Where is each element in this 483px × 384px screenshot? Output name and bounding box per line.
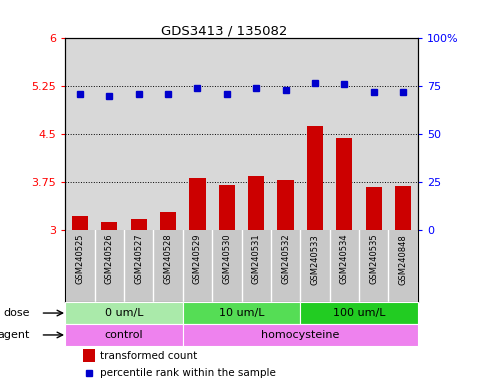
Text: dose: dose <box>3 308 30 318</box>
Bar <box>307 126 323 230</box>
Text: 0 um/L: 0 um/L <box>105 308 143 318</box>
Bar <box>101 222 117 230</box>
Bar <box>72 216 88 230</box>
Bar <box>65 302 183 324</box>
Text: GSM240526: GSM240526 <box>105 234 114 285</box>
Text: GSM240527: GSM240527 <box>134 234 143 285</box>
Text: 10 um/L: 10 um/L <box>219 308 264 318</box>
Bar <box>366 187 382 230</box>
Text: GSM240525: GSM240525 <box>75 234 85 284</box>
Bar <box>83 349 95 362</box>
Bar <box>278 180 294 230</box>
Text: GSM240531: GSM240531 <box>252 234 261 285</box>
Bar <box>395 186 411 230</box>
Text: control: control <box>105 330 143 340</box>
Text: GSM240848: GSM240848 <box>398 234 408 285</box>
Text: transformed count: transformed count <box>100 351 198 361</box>
Bar <box>219 185 235 230</box>
Bar <box>248 176 264 230</box>
Text: GSM240533: GSM240533 <box>311 234 319 285</box>
Bar <box>160 212 176 230</box>
Bar <box>183 324 418 346</box>
Text: GSM240532: GSM240532 <box>281 234 290 285</box>
Bar <box>130 218 147 230</box>
Text: agent: agent <box>0 330 30 340</box>
Bar <box>189 178 205 230</box>
Text: 100 um/L: 100 um/L <box>333 308 385 318</box>
Text: GSM240529: GSM240529 <box>193 234 202 284</box>
Bar <box>336 138 353 230</box>
Bar <box>300 302 418 324</box>
Text: GSM240535: GSM240535 <box>369 234 378 285</box>
Text: homocysteine: homocysteine <box>261 330 340 340</box>
Text: GSM240528: GSM240528 <box>164 234 172 285</box>
Bar <box>183 302 300 324</box>
Bar <box>65 324 183 346</box>
Text: GSM240530: GSM240530 <box>222 234 231 285</box>
Text: GSM240534: GSM240534 <box>340 234 349 285</box>
Text: percentile rank within the sample: percentile rank within the sample <box>100 367 276 377</box>
Title: GDS3413 / 135082: GDS3413 / 135082 <box>161 24 287 37</box>
